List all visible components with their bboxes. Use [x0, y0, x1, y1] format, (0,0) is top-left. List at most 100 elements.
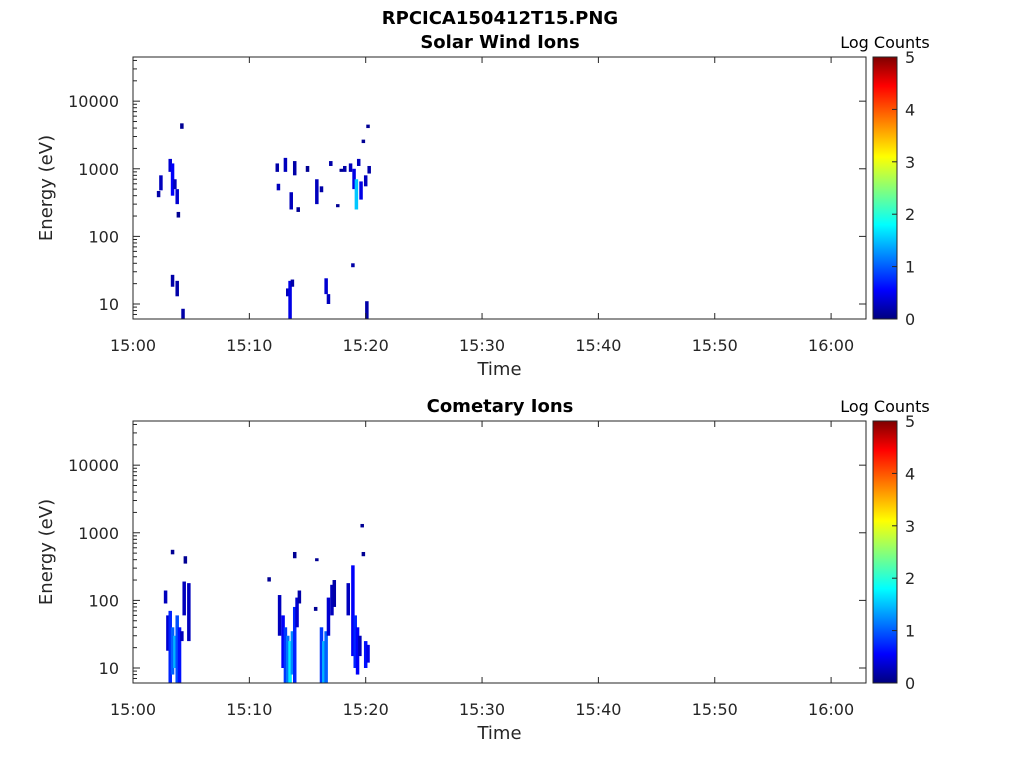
cometary-x-tick-label: 15:00 [110, 700, 156, 719]
cometary-data-cell [283, 627, 288, 683]
cometary-cells [163, 523, 370, 683]
cometary-x-tick-label: 16:00 [808, 700, 854, 719]
solar-wind-data-cell [363, 175, 368, 187]
cometary-y-tick-label: 1000 [78, 524, 119, 543]
solar-wind-data-cell [276, 183, 281, 191]
cometary-y-tick-label: 10000 [68, 456, 119, 475]
solar-wind-data-cell [359, 181, 363, 200]
cometary-data-cell [297, 590, 302, 604]
cometary-data-cell [358, 635, 362, 657]
cometary-data-cell [182, 581, 186, 616]
cometary-colorbar-ticks: 0 1 2 3 4 5 [892, 412, 915, 693]
cometary-x-tick-label: 15:30 [459, 700, 505, 719]
solar-wind-data-cell [343, 165, 347, 172]
cometary-data-cell [353, 615, 357, 669]
solar-wind-colorbar-tick-label: 5 [905, 48, 915, 67]
solar-wind-title: Solar Wind Ions [420, 32, 579, 53]
cometary-data-cell [363, 641, 368, 669]
cometary-data-cell [277, 595, 282, 636]
solar-wind-colorbar-tick-label: 3 [905, 153, 915, 172]
cometary-colorbar-tick-label: 1 [905, 622, 915, 641]
solar-wind-y-tick-label: 1000 [78, 160, 119, 179]
cometary-y-tick-label: 10 [99, 659, 119, 678]
cometary-x-tick-label: 15:50 [692, 700, 738, 719]
cometary-data-cell [173, 635, 177, 669]
solar-wind-colorbar-ticks: 0 1 2 3 4 5 [892, 48, 915, 329]
cometary-ions-panel: Cometary Ions 15:00 15:10 15:20 15:30 15:40 1… [36, 396, 930, 744]
solar-wind-data-cell [348, 163, 353, 172]
solar-wind-data-cell [290, 279, 295, 287]
cometary-colorbar-tick-label: 3 [905, 517, 915, 536]
solar-wind-data-cell [170, 163, 175, 196]
cometary-data-cell [281, 615, 285, 669]
cometary-colorbar-gradient [872, 420, 898, 684]
solar-wind-data-cell [365, 301, 369, 319]
cometary-data-cell [322, 641, 326, 683]
solar-wind-data-cell [339, 168, 344, 172]
solar-wind-y-axis: 10 100 1000 10000 [68, 59, 866, 320]
solar-wind-colorbar-label: Log Counts [840, 33, 930, 52]
solar-wind-data-cell [181, 308, 185, 319]
cometary-y-axis: 10 100 1000 10000 [68, 423, 866, 684]
solar-wind-colorbar-gradient [872, 56, 898, 320]
solar-wind-colorbar: Log Counts 0 1 2 3 4 5 [840, 33, 930, 329]
cometary-data-cell [332, 580, 337, 607]
solar-wind-data-cell [296, 207, 300, 212]
cometary-data-cell [168, 610, 172, 683]
solar-wind-data-cell [275, 163, 280, 172]
cometary-data-cell [313, 606, 318, 611]
solar-wind-data-cell [159, 175, 163, 191]
cometary-data-cell [295, 597, 299, 628]
solar-wind-data-cell [367, 165, 371, 174]
cometary-colorbar-tick-label: 5 [905, 412, 915, 431]
cometary-data-cell [170, 549, 175, 555]
solar-wind-x-tick-label: 15:30 [459, 336, 505, 355]
solar-wind-data-cell [319, 186, 324, 193]
solar-wind-x-axis: 15:00 15:10 15:20 15:30 15:40 15:50 16:00 [110, 57, 854, 355]
solar-wind-x-tick-label: 15:40 [575, 336, 621, 355]
cometary-y-label: Energy (eV) [36, 499, 57, 605]
solar-wind-data-cell [175, 280, 179, 297]
solar-wind-y-tick-label: 10 [99, 295, 119, 314]
cometary-data-cell [292, 551, 297, 559]
cometary-data-cell [180, 631, 184, 642]
cometary-data-cell [361, 551, 366, 557]
cometary-data-cell [346, 583, 350, 616]
solar-wind-data-cell [289, 192, 293, 210]
cometary-data-cell [324, 631, 328, 683]
solar-wind-data-cell [173, 179, 177, 190]
cometary-data-cell [177, 627, 182, 683]
cometary-colorbar: Log Counts 0 1 2 3 4 5 [840, 397, 930, 693]
solar-wind-x-tick-label: 15:10 [226, 336, 272, 355]
solar-wind-y-label: Energy (eV) [36, 135, 57, 241]
cometary-x-tick-label: 15:10 [226, 700, 272, 719]
solar-wind-colorbar-tick-label: 1 [905, 258, 915, 277]
cometary-title: Cometary Ions [427, 396, 574, 417]
cometary-x-label: Time [476, 723, 521, 744]
cometary-x-tick-label: 15:20 [343, 700, 389, 719]
solar-wind-data-cell [324, 278, 328, 295]
cometary-data-cell [366, 644, 370, 663]
solar-wind-data-cell [285, 288, 290, 297]
solar-wind-ions-panel: Solar Wind Ions 15:00 15:10 15:20 15:30 15:4… [36, 32, 930, 380]
cometary-data-cell [285, 635, 290, 683]
cometary-x-axis: 15:00 15:10 15:20 15:30 15:40 15:50 16:00 [110, 421, 854, 719]
solar-wind-colorbar-tick-label: 4 [905, 100, 915, 119]
solar-wind-cells [156, 123, 371, 319]
solar-wind-x-tick-label: 15:00 [110, 336, 156, 355]
solar-wind-data-cell [180, 123, 184, 129]
solar-wind-colorbar-tick-label: 0 [905, 310, 915, 329]
cometary-data-cell [319, 627, 324, 683]
solar-wind-data-cell [170, 274, 175, 287]
cometary-data-cell [315, 558, 319, 562]
cometary-data-cell [267, 577, 271, 582]
solar-wind-data-cell [351, 263, 355, 268]
cometary-plot-frame [132, 420, 867, 684]
solar-wind-colorbar-tick-label: 2 [905, 205, 915, 224]
cometary-data-cell [292, 606, 297, 683]
solar-wind-data-cell [315, 179, 319, 205]
solar-wind-data-cell [175, 189, 179, 205]
solar-wind-data-cell [336, 204, 340, 208]
cometary-data-cell [355, 627, 360, 675]
cometary-data-cell [183, 556, 188, 564]
